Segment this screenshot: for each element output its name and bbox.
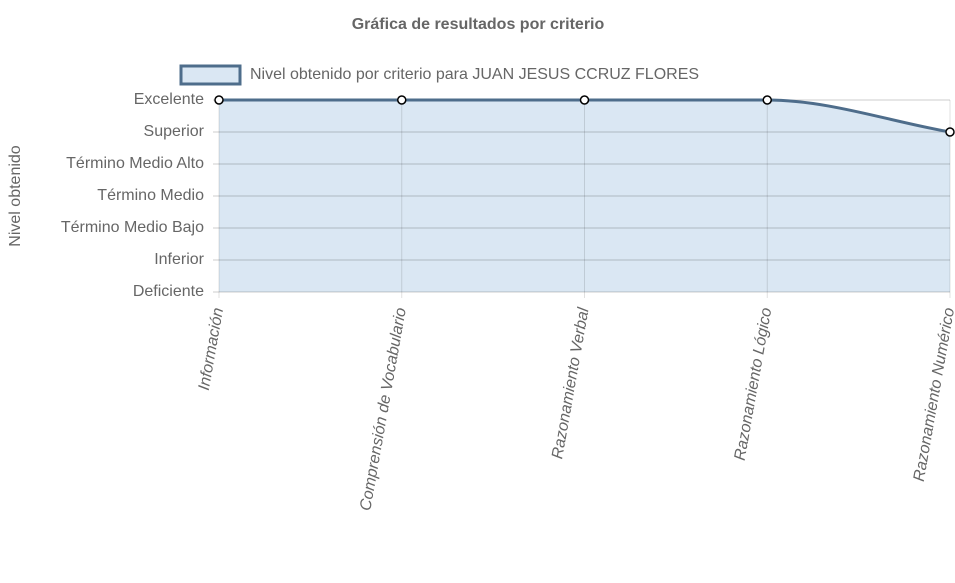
chart-title: Gráfica de resultados por criterio [352, 16, 605, 33]
y-tick-label: Término Medio Bajo [61, 219, 204, 236]
x-tick-label: Razonamiento Verbal [549, 306, 592, 460]
legend-label: Nivel obtenido por criterio para JUAN JE… [250, 66, 699, 83]
point [579, 95, 590, 105]
y-tick-label: Término Medio [97, 187, 204, 204]
y-tick-label: Excelente [134, 91, 204, 108]
x-tick-label: Comprensión de Vocabulario [357, 306, 410, 512]
point [214, 95, 224, 105]
point [762, 95, 772, 105]
y-tick-label: Término Medio Alto [66, 155, 204, 172]
x-tick-label: Información [196, 306, 227, 391]
legend-swatch [179, 64, 242, 86]
x-tick-label: Razonamiento Numérico [911, 306, 955, 482]
y-tick-label: Deficiente [133, 283, 204, 300]
y-tick-label: Inferior [154, 251, 204, 268]
area [219, 100, 950, 292]
y-tick-label: Superior [144, 123, 205, 140]
y-axis-title: Nivel obtenido [7, 145, 24, 247]
point [945, 127, 955, 137]
x-tick-label: Razonamiento Lógico [732, 306, 776, 461]
point [397, 95, 407, 105]
